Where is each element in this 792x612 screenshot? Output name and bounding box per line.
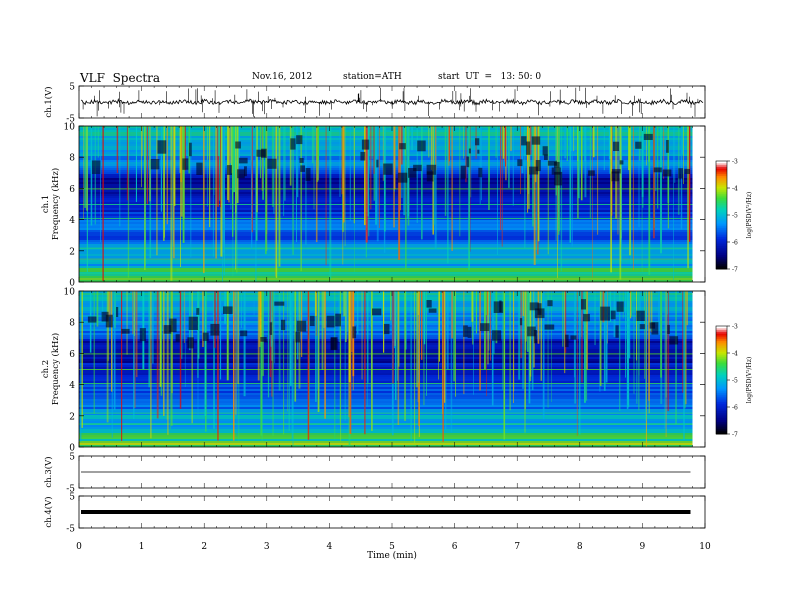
y-tick-label: 6 (69, 350, 75, 360)
y-tick-label: 4 (69, 381, 75, 391)
x-tick-label: 10 (699, 542, 711, 552)
chart-title: VLF Spectra (80, 71, 161, 85)
colorbar-tick-label: -6 (732, 405, 738, 412)
colorbar-tick-label: -5 (732, 213, 738, 220)
y-tick-label: -5 (66, 115, 75, 125)
y-tick-label: 8 (69, 154, 75, 164)
x-tick-label: 2 (201, 542, 207, 552)
y-tick-label: 10 (64, 288, 76, 298)
colorbar-tick-label: -7 (732, 267, 738, 274)
colorbar-tick-label: -7 (732, 432, 738, 439)
x-axis-label: Time (min) (367, 550, 417, 561)
x-tick-label: 5 (389, 542, 395, 552)
colorbar-tick-label: -3 (732, 159, 738, 166)
start-time-label: start UT = 13: 50: 0 (438, 72, 542, 82)
y-tick-label: 5 (69, 83, 75, 93)
y-tick-label: 5 (69, 453, 75, 463)
y-axis-label-frequency: Frequency (kHz) (50, 333, 61, 405)
y-tick-label: 2 (69, 412, 75, 422)
station-label: station=ATH (343, 72, 402, 82)
y-axis-label-frequency: Frequency (kHz) (50, 168, 61, 240)
x-tick-label: 1 (139, 542, 145, 552)
x-tick-label: 3 (264, 542, 270, 552)
ch4-waveform-trace (81, 510, 691, 514)
colorbar-tick-label: -4 (732, 351, 738, 358)
colorbar-tick-label: -6 (732, 240, 738, 247)
colorbar-tick-label: -4 (732, 186, 738, 193)
y-tick-label: 4 (69, 216, 75, 226)
x-tick-label: 7 (514, 542, 520, 552)
colorbar-label: log(PSD(V²/Hz) (746, 192, 753, 239)
colorbar-tick-label: -5 (732, 378, 738, 385)
x-tick-label: 4 (327, 542, 333, 552)
ch1-waveform-trace (80, 97, 704, 106)
x-tick-label: 9 (640, 542, 646, 552)
y-axis-label-channel: ch.2 (41, 360, 51, 378)
y-tick-label: 8 (69, 319, 75, 329)
date-label: Nov.16, 2012 (252, 72, 313, 82)
x-tick-label: 8 (577, 542, 583, 552)
y-axis-label: ch.1(V) (43, 86, 54, 117)
x-tick-label: 6 (452, 542, 458, 552)
y-tick-label: 0 (69, 279, 75, 289)
colorbar-tick-label: -3 (732, 324, 738, 331)
y-tick-label: 10 (64, 123, 76, 133)
y-axis-label: ch.4(V) (43, 496, 54, 527)
x-tick-label: 0 (76, 542, 82, 552)
colorbar-label: log(PSD(V²/Hz) (746, 357, 753, 404)
y-tick-label: 5 (69, 493, 75, 503)
y-tick-label: -5 (66, 485, 75, 495)
y-tick-label: -5 (66, 525, 75, 535)
y-axis-label-channel: ch.1 (41, 195, 51, 213)
y-axis-label: ch.3(V) (43, 456, 54, 487)
y-tick-label: 0 (69, 444, 75, 454)
y-tick-label: 6 (69, 185, 75, 195)
y-tick-label: 2 (69, 247, 75, 257)
